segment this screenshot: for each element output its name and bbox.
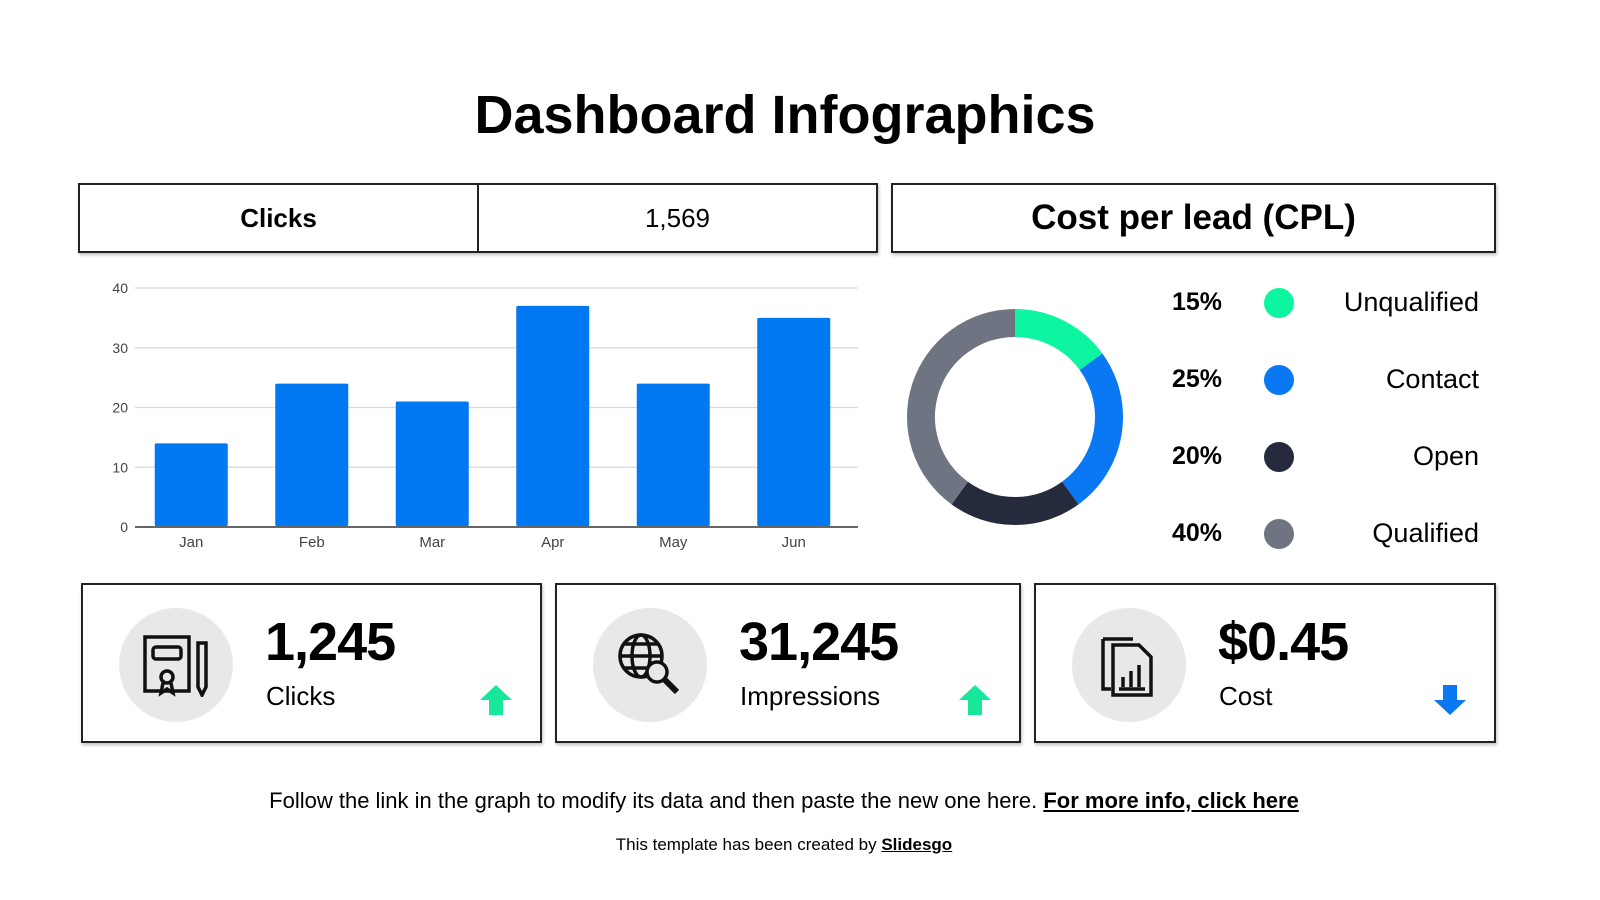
card-label: Cost [1219, 681, 1273, 711]
x-tick-label: Jun [782, 534, 806, 551]
x-tick-label: Mar [419, 534, 445, 551]
bar-jan [154, 443, 228, 526]
legend-label: Open [1412, 441, 1479, 471]
more-info-link[interactable]: For more info, click here [1043, 788, 1299, 813]
legend-pct: 15% [1171, 288, 1223, 316]
credit-text: This template has been created by [615, 835, 877, 854]
slidesgo-link[interactable]: Slidesgo [881, 835, 953, 854]
page-title: Dashboard Infographics [474, 85, 1096, 145]
bar-jun [757, 317, 831, 526]
card-label: Impressions [740, 681, 881, 711]
bar-may [636, 383, 710, 526]
legend-pct: 40% [1171, 519, 1223, 547]
card-label: Clicks [266, 681, 336, 711]
legend-pct: 25% [1171, 365, 1223, 393]
report-chart-icon [1072, 608, 1186, 722]
y-tick-label: 0 [120, 519, 128, 535]
y-tick-label: 30 [112, 340, 128, 356]
legend-dot [1264, 288, 1294, 318]
legend-label: Qualified [1372, 518, 1479, 548]
donut-legend: 15% Unqualified 25% Contact 20% Open 40%… [1140, 270, 1600, 570]
footer-note: Follow the link in the graph to modify i… [0, 788, 1568, 814]
credit-note: This template has been created by Slides… [0, 835, 1568, 855]
clicks-header: Clicks 1,569 [78, 183, 878, 253]
card-value: $0.45 [1218, 612, 1349, 672]
y-tick-label: 10 [112, 459, 128, 475]
clicks-card: 1,245 Clicks [81, 583, 542, 743]
clicks-header-value: 1,569 [644, 202, 711, 233]
x-tick-label: Jan [179, 534, 203, 551]
donut-slice-qualified [907, 309, 1016, 505]
y-tick-label: 20 [112, 400, 128, 416]
bar-apr [516, 305, 590, 526]
impressions-card: 31,245 Impressions [555, 583, 1021, 743]
arrow-up-icon [959, 685, 991, 715]
cost-card: $0.45 Cost [1034, 583, 1496, 743]
x-tick-label: Apr [541, 534, 564, 551]
cpl-header: Cost per lead (CPL) [891, 183, 1496, 253]
footer-text: Follow the link in the graph to modify i… [269, 788, 1038, 813]
legend-dot [1264, 365, 1294, 395]
legend-pct: 20% [1171, 442, 1223, 470]
donut-slice-open [951, 481, 1079, 525]
legend-label: Unqualified [1343, 287, 1479, 317]
donut-slice-contact [1061, 353, 1123, 505]
legend-dot [1264, 519, 1294, 549]
y-tick-label: 40 [112, 280, 128, 296]
bar-feb [275, 383, 349, 526]
legend-dot [1264, 442, 1294, 472]
arrow-down-icon [1434, 685, 1466, 715]
arrow-up-icon [480, 685, 512, 715]
globe-search-icon [593, 608, 707, 722]
card-value: 31,245 [739, 612, 899, 672]
x-tick-label: May [659, 534, 688, 551]
legend-label: Contact [1385, 364, 1479, 394]
card-value: 1,245 [265, 612, 396, 672]
bar-mar [395, 401, 469, 526]
donut-slice-unqualified [1014, 309, 1103, 371]
x-tick-label: Feb [299, 534, 325, 551]
bar-chart: 0 10 20 30 40 Jan Feb Mar Apr May Jun [112, 280, 858, 551]
clicks-header-label: Clicks [80, 185, 479, 251]
certificate-icon [119, 608, 233, 722]
donut-chart [907, 309, 1123, 525]
